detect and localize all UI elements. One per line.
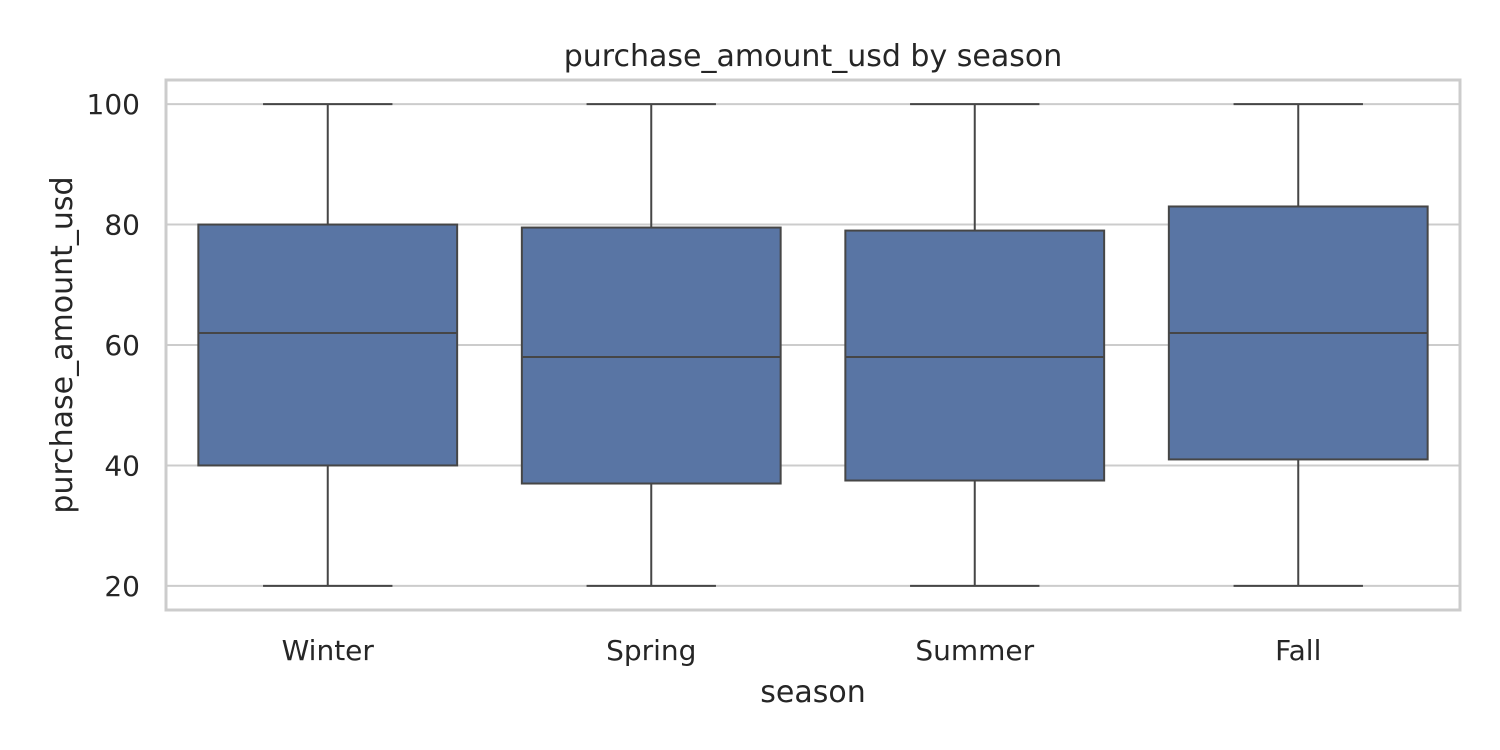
chart-title: purchase_amount_usd by season: [564, 39, 1063, 74]
y-axis-label: purchase_amount_usd: [45, 176, 80, 513]
x-tick-labels: Winter Spring Summer Fall: [282, 634, 1322, 667]
x-tick-label-spring: Spring: [606, 634, 696, 667]
iqr-box: [844, 229, 1106, 482]
x-tick-label-summer: Summer: [915, 634, 1034, 667]
iqr-box: [197, 223, 459, 467]
box-winter: [197, 103, 459, 587]
boxes: [197, 103, 1429, 587]
y-tick-label-80: 80: [104, 209, 140, 242]
x-tick-label-winter: Winter: [282, 634, 375, 667]
box-summer: [844, 103, 1106, 587]
x-tick-label-fall: Fall: [1275, 634, 1321, 667]
y-tick-label-100: 100: [87, 88, 140, 121]
y-tick-label-40: 40: [104, 449, 140, 482]
x-axis-label: season: [760, 675, 865, 710]
y-tick-labels: 20 40 60 80 100: [87, 88, 140, 603]
y-tick-label-20: 20: [104, 570, 140, 603]
box-fall: [1167, 103, 1429, 587]
box-spring: [520, 103, 782, 587]
y-tick-label-60: 60: [104, 329, 140, 362]
plot-frame: [164, 78, 1462, 612]
iqr-box: [520, 226, 782, 485]
